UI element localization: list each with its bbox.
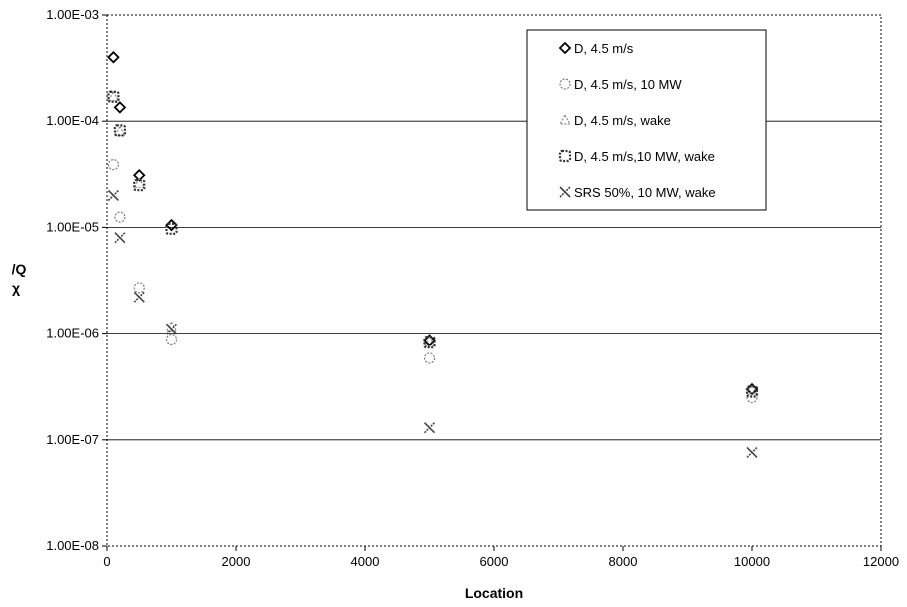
legend-entry-label: SRS 50%, 10 MW, wake xyxy=(574,185,716,200)
x-tick-label: 10000 xyxy=(734,554,770,569)
y-axis-label-top: /Q xyxy=(12,261,27,277)
data-point xyxy=(107,90,120,102)
data-point xyxy=(107,50,120,64)
x-tick-label: 12000 xyxy=(863,554,899,569)
x-tick-label: 0 xyxy=(103,554,110,569)
y-axis-label-bottom: χ xyxy=(12,280,20,296)
series-5 xyxy=(107,189,758,459)
data-point xyxy=(113,124,127,137)
series-2 xyxy=(107,159,758,404)
data-point xyxy=(114,211,126,223)
data-point xyxy=(423,336,436,349)
data-point xyxy=(423,352,436,364)
legend-entry-label: D, 4.5 m/s, 10 MW xyxy=(574,77,682,92)
data-point xyxy=(113,101,127,114)
data-point xyxy=(133,291,145,303)
data-point xyxy=(114,232,126,244)
legend-entry-label: D, 4.5 m/s xyxy=(574,41,634,56)
y-tick-label: 1.00E-08 xyxy=(46,538,99,553)
y-tick-label: 1.00E-03 xyxy=(46,7,99,22)
data-point xyxy=(423,335,436,347)
x-tick-label: 4000 xyxy=(351,554,380,569)
legend-marker xyxy=(558,41,572,55)
y-tick-label: 1.00E-04 xyxy=(46,113,99,128)
data-marks xyxy=(107,50,759,459)
data-point xyxy=(107,90,120,103)
data-point xyxy=(165,333,178,346)
data-point xyxy=(746,446,758,459)
data-point xyxy=(132,168,146,182)
data-point xyxy=(165,323,178,335)
x-tick-label: 2000 xyxy=(222,554,251,569)
legend-marker xyxy=(559,186,571,198)
legend: D, 4.5 m/s D, 4.5 m/s, 10 MW D, 4.5 m/s, w… xyxy=(526,29,767,211)
data-point xyxy=(165,222,178,235)
x-axis-label: Location xyxy=(465,585,523,601)
data-point xyxy=(165,218,178,232)
data-point xyxy=(107,189,120,201)
data-point xyxy=(745,384,759,396)
data-point xyxy=(423,422,436,434)
legend-entry-label: D, 4.5 m/s,10 MW, wake xyxy=(574,149,715,164)
data-point xyxy=(107,159,120,171)
legend-marker xyxy=(558,113,572,125)
data-point xyxy=(113,125,126,137)
data-point xyxy=(746,391,758,404)
x-axis-ticks: 0 2000 4000 6000 8000 10000 12000 xyxy=(103,546,899,569)
legend-box xyxy=(526,29,767,211)
data-point xyxy=(133,179,146,192)
data-point xyxy=(133,282,145,294)
y-tick-label: 1.00E-07 xyxy=(46,432,99,447)
y-axis-ticks: 1.00E-08 1.00E-07 1.00E-06 1.00E-05 1.00E-04… xyxy=(46,7,107,553)
legend-marker xyxy=(559,78,571,90)
data-point xyxy=(745,385,759,398)
legend-marker xyxy=(558,149,572,163)
y-tick-label: 1.00E-05 xyxy=(46,219,99,234)
y-tick-label: 1.00E-06 xyxy=(46,326,99,341)
x-tick-label: 6000 xyxy=(480,554,509,569)
legend-entry-label: D, 4.5 m/s, wake xyxy=(574,113,671,128)
data-point xyxy=(133,177,146,188)
series-4 xyxy=(107,90,759,398)
x-tick-label: 8000 xyxy=(609,554,638,569)
